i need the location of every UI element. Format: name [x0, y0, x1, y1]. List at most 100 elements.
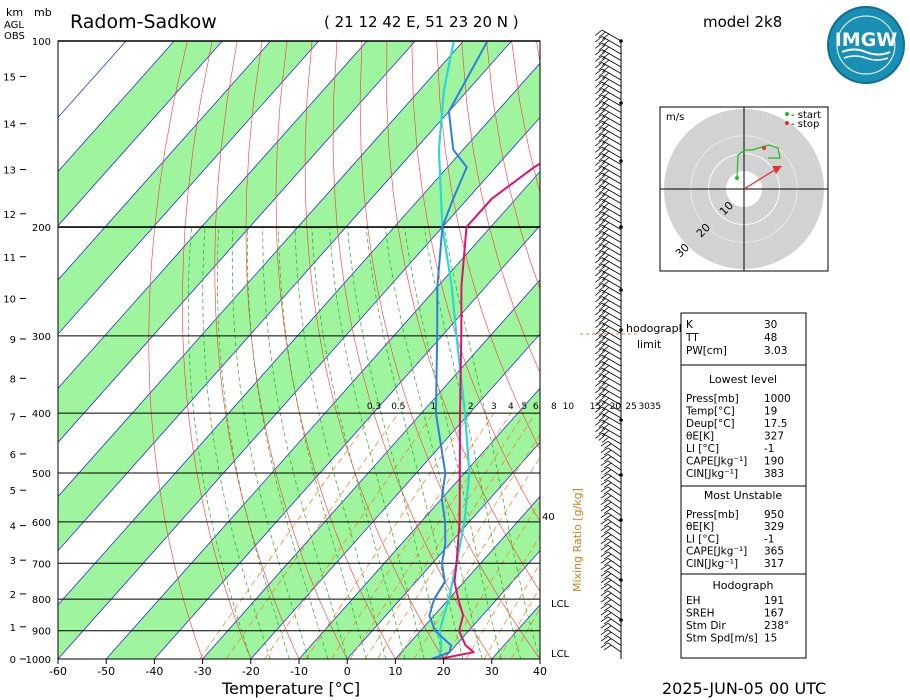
isotherm-line: [250, 333, 540, 659]
wind-barb: [595, 166, 622, 178]
mixing-ratio-tick: 20: [610, 402, 622, 412]
wind-barbs: [595, 29, 623, 653]
indices-panel: K 30 TT 48 PW[cm] 3.03 Press[mb] 1000 Temp[°C] 19…: [680, 312, 807, 659]
hodograph-trace: [736, 144, 781, 179]
hodograph-start-point: [735, 176, 739, 180]
wind-barb: [595, 426, 622, 438]
wind-barb: [600, 492, 622, 503]
mixing-ratio-tick: 1: [430, 402, 436, 412]
isotherm-line: [298, 387, 540, 659]
index-value: 3.03: [764, 345, 787, 357]
wind-barb: [600, 479, 622, 490]
pressure-tick-labels: 100 200 300 400 500 600 700 800 900 1000: [26, 37, 51, 666]
pressure-tick: 600: [32, 518, 51, 529]
index-value: 950: [764, 509, 784, 521]
lowest-level-title: Lowest level: [709, 373, 777, 386]
mixing-ratio-tick: 10: [563, 402, 575, 412]
lcl-label-lower: LCL: [551, 649, 570, 660]
mixing-ratio-tick: 8: [551, 402, 557, 412]
index-value: 238°: [764, 620, 789, 632]
km-tick: 0: [10, 655, 16, 666]
sounding-profiles: [428, 41, 540, 659]
index-value: 167: [764, 608, 784, 620]
km-tick: 8: [10, 374, 16, 385]
wind-barb: [595, 68, 622, 81]
wind-barb: [595, 400, 622, 412]
wind-barb: [595, 114, 622, 126]
wind-barb: [595, 205, 622, 217]
wind-barb: [595, 55, 622, 68]
temperature-tick: 20: [437, 665, 451, 678]
wind-barb: [600, 518, 622, 529]
index-value: 17.5: [764, 418, 787, 430]
wind-barb: [595, 198, 622, 211]
wind-level-dot: [619, 39, 623, 43]
x-axis-title: Temperature [°C]: [221, 679, 360, 698]
wind-barb: [595, 276, 622, 289]
wind-barb: [595, 335, 622, 347]
station-coords: ( 21 12 42 E, 51 23 20 N ): [324, 13, 519, 31]
dry-adiabat: [411, 41, 540, 523]
wind-barb: [595, 257, 622, 269]
wind-barb: [595, 367, 622, 380]
dewpoint-curve: [428, 41, 489, 659]
wind-barb: [595, 75, 622, 87]
imgw-logo: IMGW: [827, 6, 905, 84]
isotherm-line: [58, 41, 416, 443]
wind-barb: [595, 29, 622, 42]
wind-barb: [595, 101, 622, 113]
temperature-tick-labels: -60 -50 -40 -30 -20 -10 0 10 20 30 40: [49, 659, 547, 678]
mixing-ratio-tick: 4: [508, 402, 514, 412]
wind-barb: [600, 544, 622, 555]
index-label: θE[K]: [686, 431, 714, 443]
wind-barb: [600, 486, 622, 497]
isotherm-line: [58, 41, 512, 552]
wind-barb: [595, 94, 622, 107]
wind-barb: [600, 616, 622, 627]
index-label: Stm Spd[m/s]: [686, 633, 758, 645]
wind-barb: [595, 107, 622, 120]
wind-barb: [600, 609, 622, 620]
pressure-tick: 700: [32, 559, 51, 570]
temperature-tick: 0: [344, 665, 351, 678]
isotherm-line: [395, 495, 540, 659]
wind-barb: [600, 603, 622, 614]
wind-barb: [595, 133, 622, 146]
wind-barb: [595, 374, 622, 386]
wind-barb: [595, 263, 622, 276]
isotherm-line: [346, 441, 540, 659]
dry-adiabat: [214, 41, 300, 659]
km-tick: 15: [3, 72, 16, 83]
index-label: LI [°C]: [686, 533, 719, 545]
index-label: Press[mb]: [686, 509, 739, 521]
wind-level-dot: [619, 225, 623, 229]
index-value: 15: [764, 633, 777, 645]
wind-barb: [595, 159, 622, 172]
km-tick: 5: [10, 486, 16, 497]
agl-header: AGL: [4, 20, 24, 31]
index-label: CIN[Jkg⁻¹]: [686, 468, 738, 480]
wind-barb: [595, 120, 622, 133]
temperature-tick: 40: [533, 665, 547, 678]
km-header: km: [6, 6, 23, 19]
wind-barb: [600, 525, 622, 536]
dry-adiabat: [486, 41, 540, 290]
temperature-curve: [438, 162, 540, 659]
dry-adiabat: [304, 41, 444, 659]
wind-barb: [600, 447, 622, 458]
hodograph-indices-title: Hodograph: [713, 579, 774, 592]
mixing-ratio-tick: 30: [638, 402, 650, 412]
wind-barb: [595, 289, 622, 302]
mixing-ratio-tick: 5: [522, 402, 528, 412]
index-label: TT: [685, 332, 699, 344]
km-tick: 14: [3, 120, 16, 131]
pressure-tick: 1000: [26, 655, 51, 666]
model-name: model 2k8: [703, 13, 782, 31]
temperature-tick: -10: [290, 665, 308, 678]
index-label: EH: [686, 595, 701, 607]
isotherm-line: [202, 279, 540, 659]
pressure-tick: 300: [32, 332, 51, 343]
hodograph-limit-label-1: hodograph: [626, 322, 686, 335]
km-tick: 9: [10, 335, 16, 346]
wind-barb: [600, 629, 622, 640]
